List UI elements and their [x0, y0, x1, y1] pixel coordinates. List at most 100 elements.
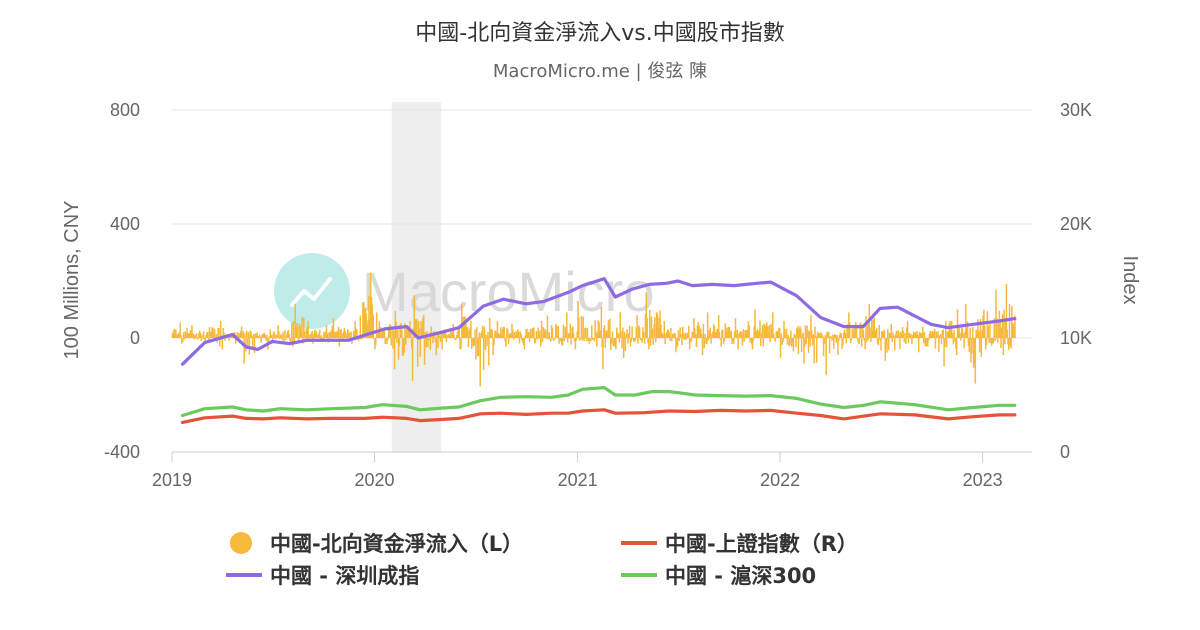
flow-bar [908, 332, 911, 338]
flow-bar [838, 338, 840, 341]
flow-bar [717, 328, 719, 338]
flow-bar [388, 324, 391, 338]
flow-bar [912, 335, 914, 338]
axes: 800 30K 400 20K 0 10K -400 0 2019 2020 2021 2022 202… [104, 100, 1092, 490]
flow-bar [685, 338, 687, 340]
flow-bar [676, 338, 678, 348]
flow-bar [966, 321, 969, 338]
flow-bar [389, 324, 392, 338]
flow-bar [817, 332, 820, 338]
flow-bar [721, 329, 723, 338]
flow-bar [707, 338, 710, 341]
flow-bar [702, 324, 705, 338]
flow-bar [878, 325, 881, 338]
flow-bar [945, 338, 948, 348]
flow-bar [587, 338, 590, 341]
flow-bar [557, 325, 560, 338]
flow-bar [924, 338, 927, 347]
flow-bar [666, 329, 669, 338]
flow-bar [654, 317, 656, 338]
flow-bar [362, 302, 364, 338]
y-left-tick-label: 400 [110, 214, 140, 234]
flow-bar [577, 300, 579, 338]
flow-bar [855, 327, 858, 338]
flow-bar [506, 329, 509, 338]
flow-bar [457, 329, 460, 338]
flow-bar [335, 331, 337, 338]
flow-bar [195, 333, 198, 338]
flow-bar [639, 338, 642, 341]
flow-bar [330, 332, 332, 338]
flow-bar [206, 332, 209, 338]
flow-bar [867, 338, 870, 341]
y-right-tick-label: 10K [1060, 328, 1092, 348]
flow-bar [212, 327, 214, 338]
flow-bar [724, 323, 727, 338]
flow-bar [272, 331, 275, 338]
flow-bar [899, 338, 901, 350]
flow-bar [637, 338, 639, 344]
flow-bar [887, 338, 890, 351]
watermark: MacroMicro [274, 253, 654, 329]
watermark-text: MacroMicro [362, 260, 654, 323]
flow-bar [485, 334, 487, 338]
flow-bar [303, 331, 306, 338]
flow-bar [798, 328, 800, 338]
flow-bar [236, 332, 239, 338]
flow-bar [473, 338, 475, 346]
flow-bar [177, 334, 180, 338]
flow-bar [281, 338, 284, 341]
flow-bar [337, 326, 340, 338]
flow-bar [928, 333, 931, 338]
flow-bar [223, 332, 225, 338]
flow-bar [175, 335, 178, 338]
flow-bar [262, 333, 264, 338]
flow-bar [450, 332, 453, 338]
flow-bar [778, 328, 781, 338]
flow-bar [580, 315, 583, 338]
flow-bar [893, 335, 895, 338]
flow-bar [1009, 338, 1012, 347]
flow-bar [972, 338, 975, 368]
flow-bar [185, 333, 187, 338]
flow-bar [584, 327, 586, 338]
flow-bar [373, 338, 375, 339]
flow-bar [602, 338, 604, 370]
flow-bar [930, 333, 932, 338]
flow-bar [371, 304, 374, 338]
flow-bar [1007, 338, 1009, 345]
flow-bar [860, 338, 863, 347]
flow-bar [279, 334, 282, 338]
flow-bar [690, 338, 693, 342]
flow-bar [366, 325, 368, 338]
flow-bar [766, 326, 769, 338]
flow-bar [1000, 338, 1002, 349]
flow-bar [984, 338, 987, 350]
flow-bar [789, 338, 791, 345]
flow-bar [593, 338, 596, 342]
flow-bar [691, 332, 693, 338]
flow-bar [202, 331, 205, 338]
flow-bar [410, 338, 413, 349]
legend-item-shenzhen-index[interactable]: 中國 - 深圳成指 [226, 564, 419, 588]
flow-bar [578, 338, 581, 341]
legend-item-shanghai-index[interactable]: 中國-上證指數（R） [621, 532, 858, 556]
flow-bar [421, 328, 423, 338]
flow-bar [884, 338, 887, 361]
flow-bar [545, 330, 547, 338]
flow-bar [725, 330, 727, 338]
flow-bar [960, 338, 962, 341]
legend-item-northbound-flow[interactable]: 中國-北向資金淨流入（L） [230, 532, 523, 556]
flow-bar [815, 335, 817, 338]
flow-bar [529, 329, 532, 338]
flow-bar [963, 338, 965, 349]
flow-bar [1003, 309, 1005, 338]
flow-bar [965, 303, 967, 338]
flow-bar [918, 331, 921, 338]
flow-bar [636, 315, 638, 338]
flow-bar [982, 315, 984, 338]
flow-bar [608, 325, 610, 338]
legend-item-csi300[interactable]: 中國 - 滬深300 [621, 564, 816, 588]
flow-bar [856, 338, 859, 340]
flow-bar [664, 338, 666, 345]
